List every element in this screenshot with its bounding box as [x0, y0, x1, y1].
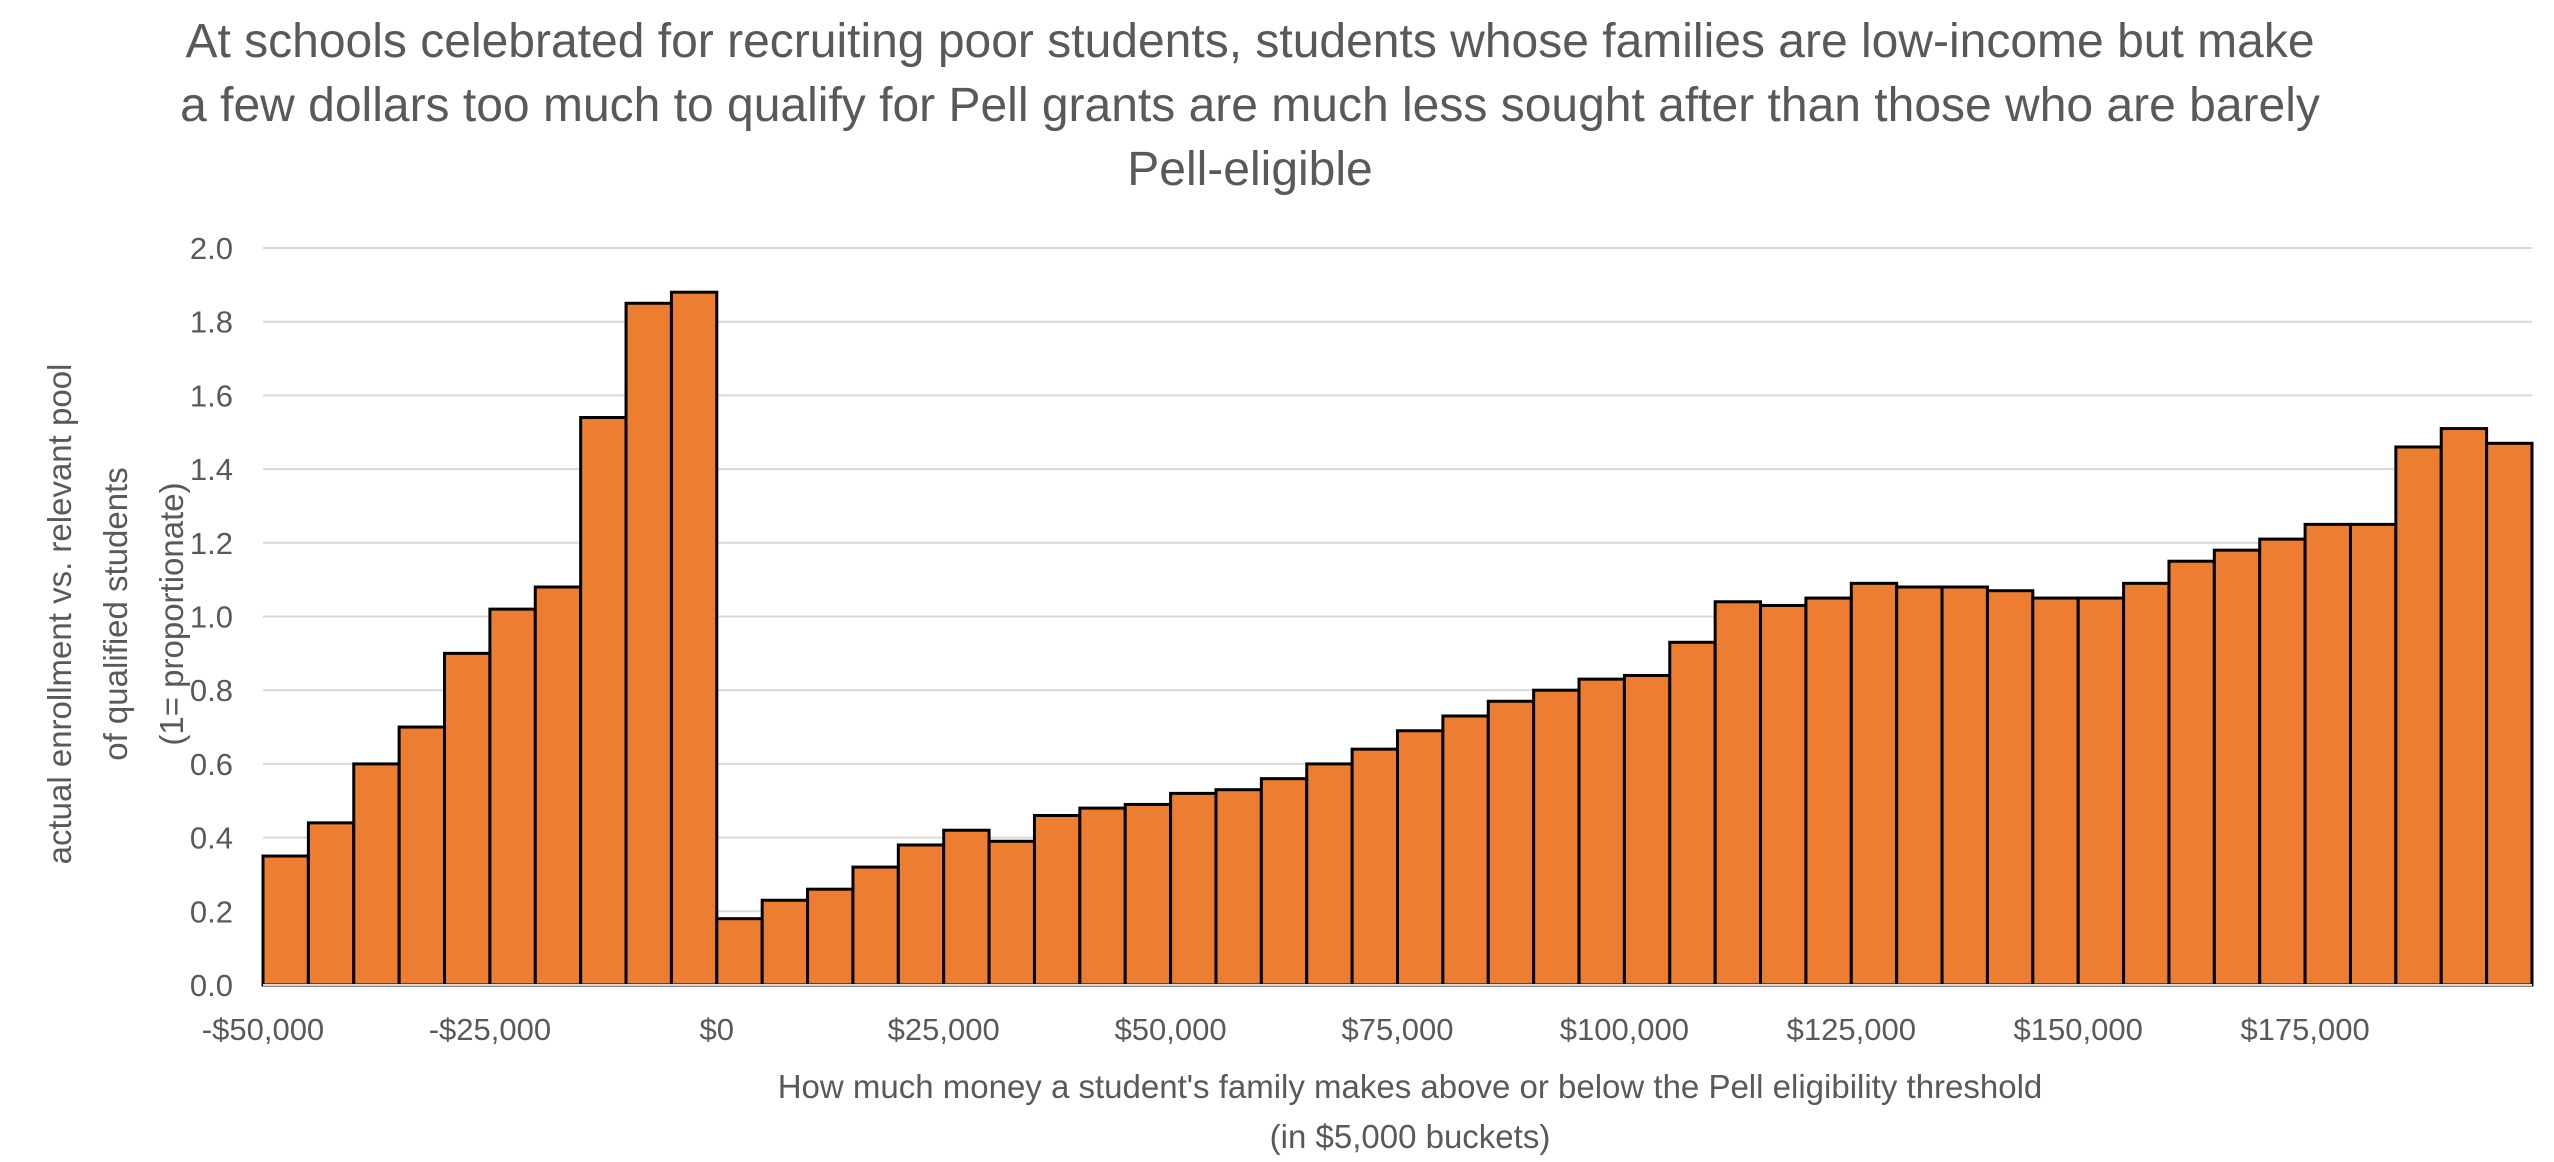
x-tick-label: -$25,000: [429, 1012, 551, 1047]
bar: [2439, 427, 2489, 987]
bar: [1396, 729, 1445, 987]
y-tick-label: 0.2: [190, 894, 233, 929]
x-tick-label: $125,000: [1787, 1012, 1916, 1047]
bar: [851, 865, 900, 987]
y-tick-label: 1.0: [190, 600, 233, 635]
bar: [1259, 777, 1309, 987]
y-axis-title: actual enrollment vs. relevant pool of qu…: [41, 364, 190, 865]
x-tick-label: $175,000: [2240, 1012, 2369, 1047]
bar: [1622, 673, 1672, 987]
bar: [2348, 522, 2398, 987]
bar: [806, 887, 855, 987]
bar: [2258, 537, 2307, 987]
bar: [533, 585, 583, 987]
bar: [1804, 596, 1853, 987]
y-tick-label: 1.4: [190, 452, 233, 487]
y-tick-label: 0.4: [190, 821, 233, 856]
bar: [1486, 699, 1536, 987]
bar: [1169, 791, 1218, 987]
y-tick-label: 1.2: [190, 526, 233, 561]
bar: [1305, 762, 1354, 987]
bar: [624, 301, 673, 987]
bar: [715, 917, 764, 987]
x-tick-label: $50,000: [1115, 1012, 1227, 1047]
bars: [261, 290, 2534, 987]
bar: [2485, 441, 2534, 987]
bar: [1214, 788, 1263, 987]
y-tick-label: 1.8: [190, 305, 233, 340]
y-axis-label-line: (1= proportionate): [153, 482, 190, 745]
bar: [352, 762, 401, 987]
bar: [2076, 596, 2126, 987]
bar: [1577, 677, 1626, 987]
y-tick-label: 2.0: [190, 231, 233, 266]
bar: [669, 290, 719, 987]
bar: [1668, 640, 1717, 987]
bar: [1078, 806, 1127, 987]
bar: [760, 898, 810, 987]
bar: [987, 839, 1036, 987]
x-tick-label: $0: [700, 1012, 734, 1047]
bar: [2122, 581, 2171, 987]
bar: [1940, 585, 1989, 987]
bar: [2394, 445, 2443, 987]
bar: [1350, 747, 1399, 987]
y-tick-label: 1.6: [190, 378, 233, 413]
bar: [1713, 600, 1763, 987]
bar: [1532, 688, 1581, 987]
bar: [443, 651, 492, 987]
y-tick-label: 0.8: [190, 673, 233, 708]
bar: [2303, 522, 2352, 987]
x-tick-label: $150,000: [2014, 1012, 2143, 1047]
bar: [1032, 813, 1082, 987]
bar: [942, 828, 991, 987]
bar: [1441, 714, 1490, 987]
x-axis-label-line: (in $5,000 buckets): [1270, 1118, 1551, 1155]
bar: [896, 843, 946, 987]
bar: [2212, 548, 2262, 987]
chart-title: At schools celebrated for recruiting poo…: [180, 15, 2320, 196]
bar: [1123, 802, 1173, 987]
bar: [397, 725, 447, 987]
x-tick-label: $25,000: [888, 1012, 1000, 1047]
bar: [1849, 581, 1899, 987]
bar: [488, 607, 537, 987]
y-tick-label: 0.0: [190, 968, 233, 1003]
x-axis-label: How much money a student's family makes …: [778, 1068, 2043, 1155]
bar: [1895, 585, 1944, 987]
bar: [579, 416, 628, 987]
y-axis-label-line: actual enrollment vs. relevant pool: [41, 364, 78, 865]
y-tick-labels: 0.0 0.2 0.4 0.6 0.8 1.0 1.2 1.4 1.6 1.8 2.0: [190, 231, 233, 1003]
y-axis-label-line: of qualified students: [97, 467, 134, 761]
bar: [261, 854, 310, 987]
y-axis-label: actual enrollment vs. relevant pool of qu…: [41, 364, 190, 865]
x-axis-label-line: How much money a student's family makes …: [778, 1068, 2043, 1105]
bar: [1759, 603, 1808, 987]
y-tick-label: 0.6: [190, 747, 233, 782]
bar: [2167, 559, 2216, 987]
x-tick-label: $75,000: [1341, 1012, 1453, 1047]
x-tick-labels: -$50,000 -$25,000 $0 $25,000 $50,000 $75,000 $…: [202, 1012, 2370, 1047]
x-tick-label: $100,000: [1560, 1012, 1689, 1047]
x-tick-label: -$50,000: [202, 1012, 324, 1047]
bar: [306, 821, 356, 987]
bar: [2031, 596, 2080, 987]
bar: [1985, 589, 2035, 987]
